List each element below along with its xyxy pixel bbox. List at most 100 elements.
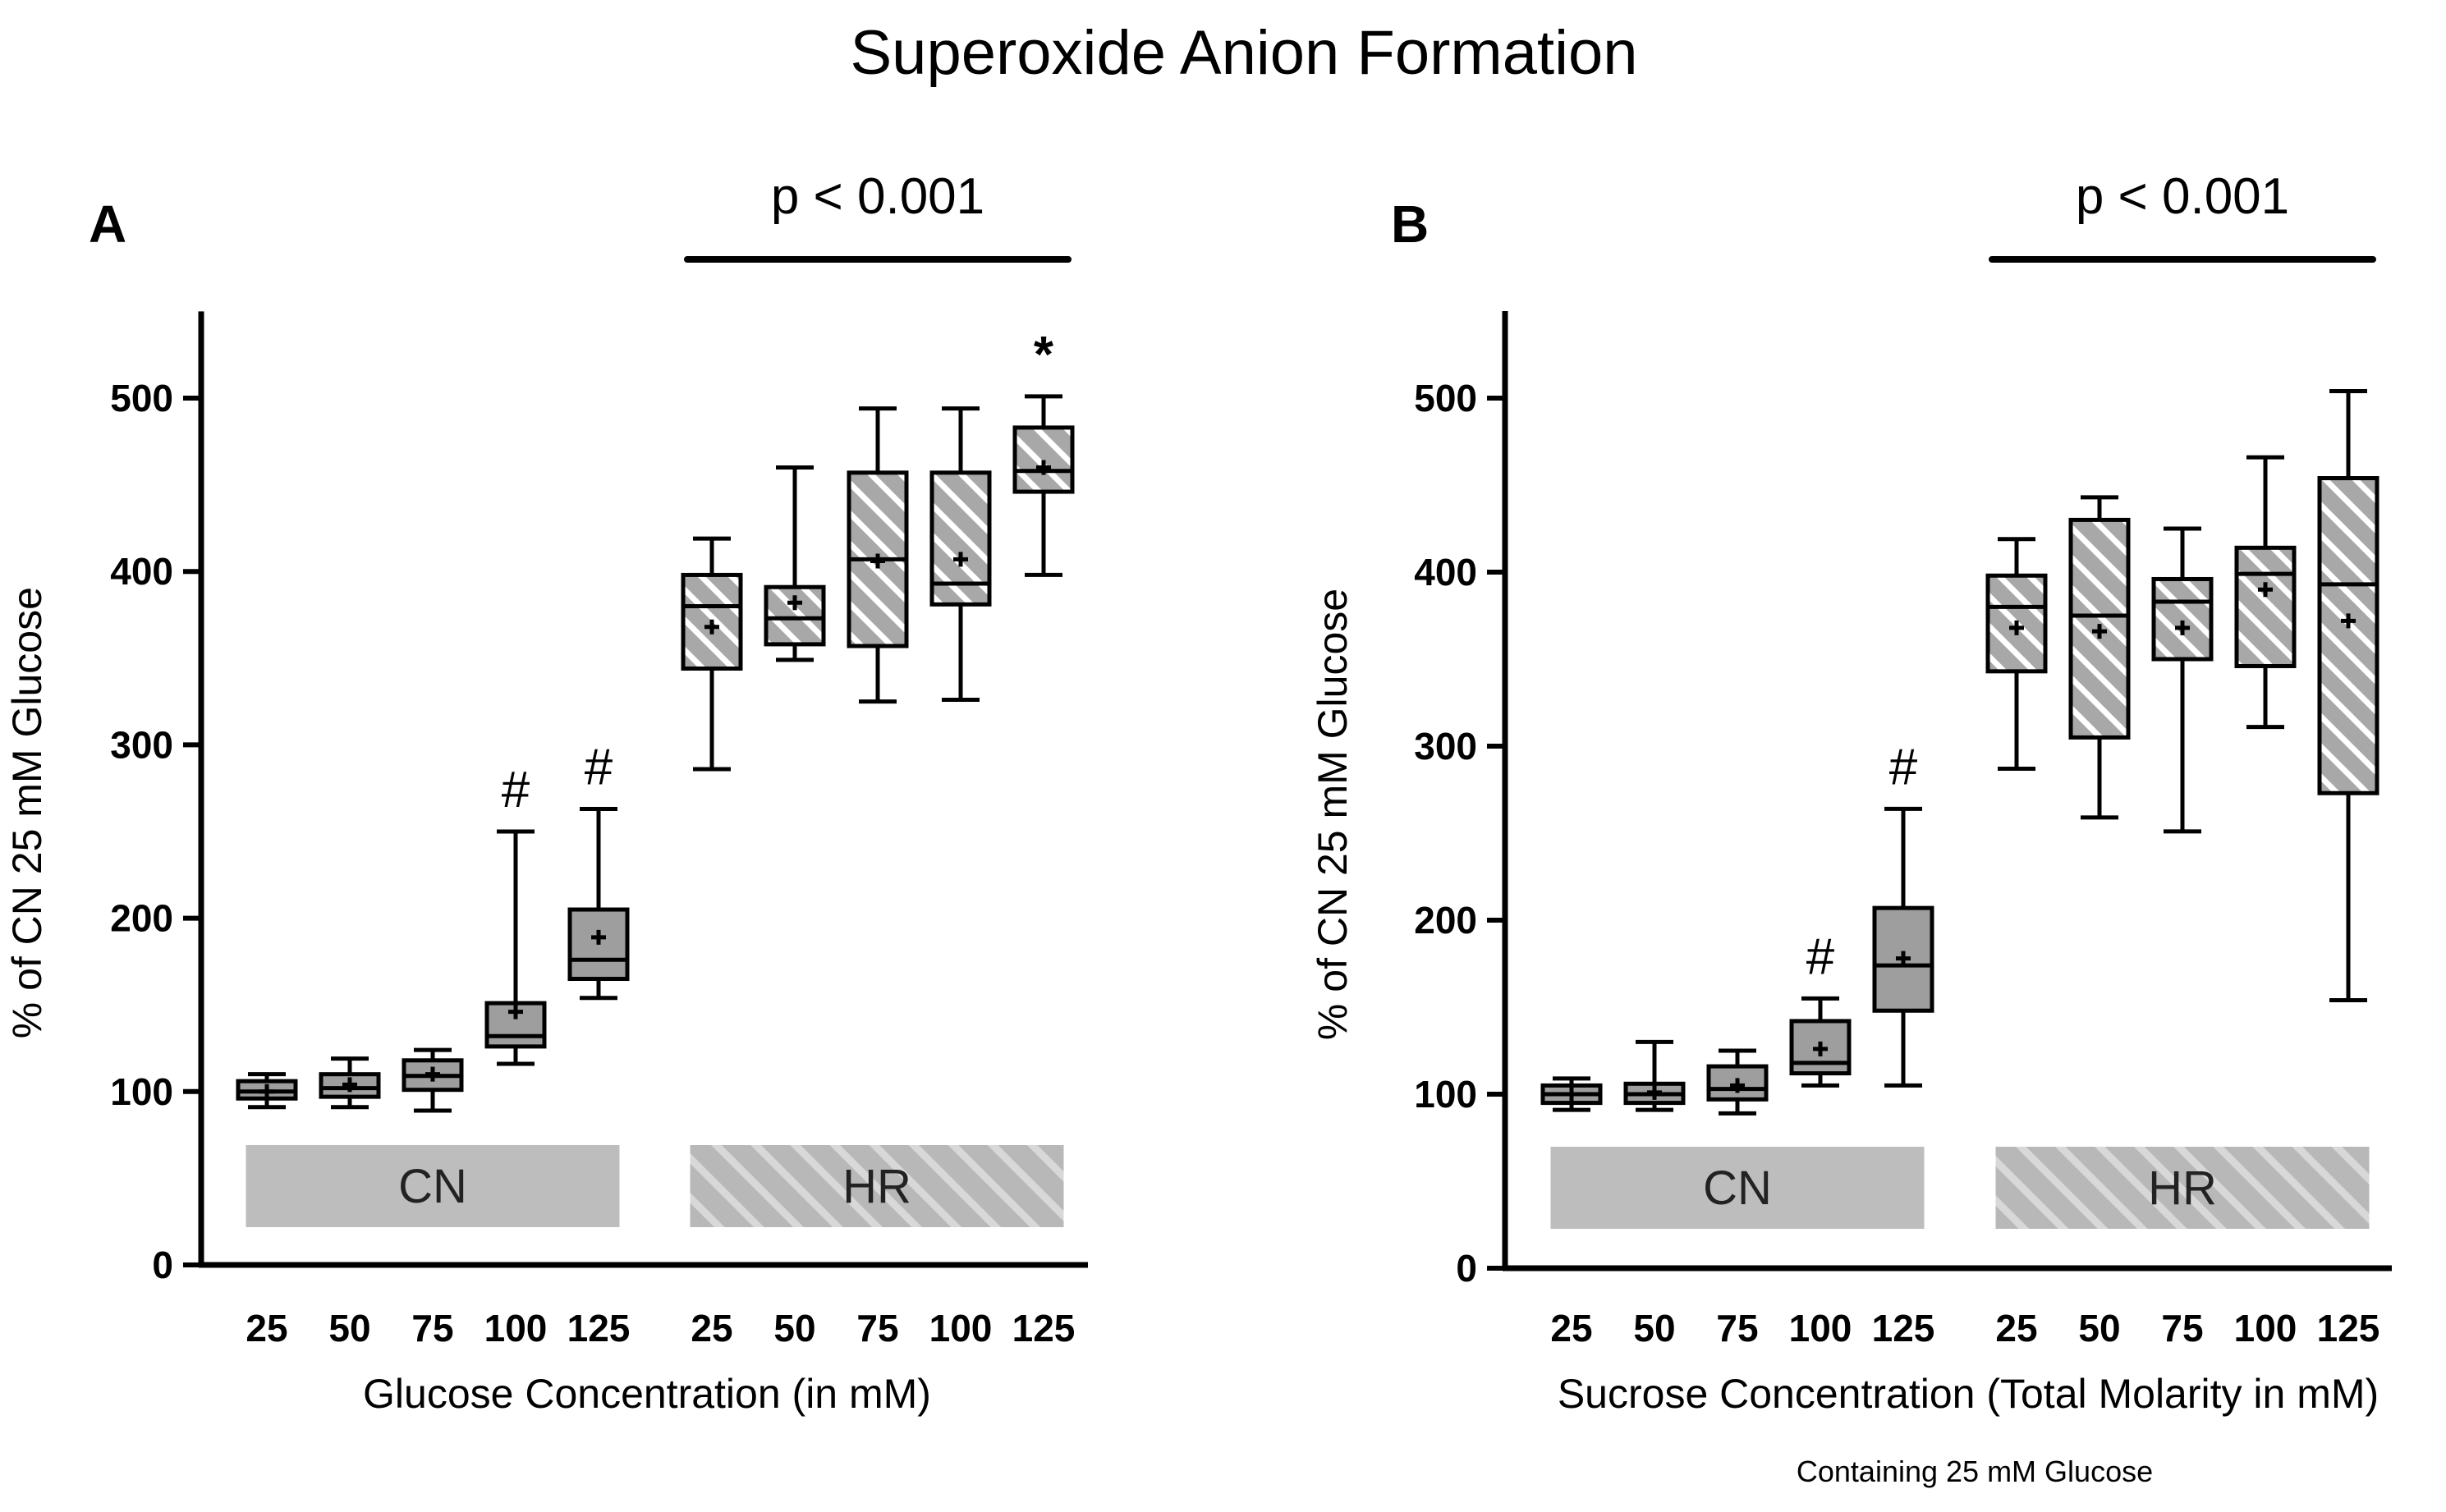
y-tick-label: 500	[110, 377, 173, 419]
box-hr-25	[681, 536, 743, 772]
mean-marker	[870, 553, 885, 569]
mean-marker	[787, 595, 802, 611]
x-tick-label: 125	[2317, 1307, 2380, 1349]
x-tick-label: 100	[1789, 1307, 1852, 1349]
group-band-cn	[246, 1145, 620, 1227]
mean-marker	[1896, 951, 1911, 966]
mean-marker	[508, 1004, 523, 1019]
x-tick-label: 125	[1872, 1307, 1935, 1349]
box-hr-100	[929, 406, 992, 702]
group-label: CN	[1703, 1161, 1772, 1215]
x-tick-label: 50	[328, 1307, 370, 1349]
x-tick-label: 75	[2161, 1307, 2203, 1349]
x-tick-label: 50	[2078, 1307, 2120, 1349]
box-cn-100: #	[1789, 928, 1852, 1088]
x-tick-label: 25	[1550, 1307, 1592, 1349]
y-tick-label: 0	[152, 1244, 173, 1286]
mean-marker	[2341, 613, 2356, 629]
p-value-label: p < 0.001	[2076, 168, 2289, 225]
box-hr-75	[2151, 526, 2214, 834]
mean-marker	[259, 1084, 274, 1099]
box-hr-100	[2234, 455, 2297, 730]
significance-marker: #	[1806, 928, 1835, 985]
box-cn-100: #	[484, 762, 547, 1066]
y-tick-label: 400	[110, 550, 173, 593]
significance-marker: #	[585, 740, 613, 796]
box-hr-25	[1985, 537, 2048, 772]
group-label: HR	[842, 1160, 911, 1213]
mean-marker	[2175, 620, 2190, 635]
y-tick-label: 400	[1414, 551, 1477, 593]
box-hr-50	[764, 465, 826, 662]
y-tick-label: 100	[1414, 1073, 1477, 1116]
y-tick-label: 200	[1414, 899, 1477, 942]
x-tick-label: 75	[1716, 1307, 1758, 1349]
panel-b: B 0 100 200 300 400 500 % of CN 25 mM Glucose CN…	[1310, 168, 2392, 1417]
mean-marker	[1647, 1084, 1662, 1100]
mean-marker	[704, 619, 719, 635]
box-cn-50	[319, 1056, 381, 1110]
group-band-hr	[1995, 1147, 2370, 1229]
x-tick-label: 25	[246, 1307, 287, 1349]
mean-marker	[953, 552, 968, 567]
x-axis-label: Glucose Concentration (in mM)	[363, 1371, 931, 1417]
panel-letter: A	[89, 195, 126, 254]
significance-marker: #	[1889, 739, 1918, 795]
x-tick-label: 100	[929, 1307, 993, 1349]
mean-marker	[1730, 1078, 1745, 1093]
footnote-containing-glucose: Containing 25 mM Glucose	[1797, 1455, 2153, 1488]
x-tick-label: 25	[1995, 1307, 2037, 1349]
y-tick-label: 0	[1456, 1247, 1477, 1290]
x-tick-label: 125	[567, 1307, 631, 1349]
mean-marker	[2258, 582, 2273, 598]
x-tick-label: 75	[856, 1307, 898, 1349]
y-tick-label: 100	[110, 1070, 173, 1113]
mean-marker	[2092, 624, 2107, 639]
y-axis-label: % of CN 25 mM Glucose	[4, 587, 50, 1038]
x-tick-label: 75	[411, 1307, 453, 1349]
mean-marker	[342, 1077, 357, 1093]
x-tick-label: 25	[691, 1307, 732, 1349]
box-cn-75	[402, 1047, 464, 1113]
box-cn-25	[1540, 1076, 1603, 1112]
box-iqr	[2151, 576, 2214, 662]
p-value-label: p < 0.001	[771, 168, 984, 225]
group-label: HR	[2148, 1161, 2217, 1215]
y-tick-label: 500	[1414, 377, 1477, 419]
mean-marker	[425, 1066, 440, 1082]
x-tick-label: 125	[1012, 1307, 1076, 1349]
y-axis-label: % of CN 25 mM Glucose	[1310, 589, 1356, 1040]
group-band-hr	[690, 1145, 1064, 1227]
panel-a: A 0 100 200 300 400 500 % of CN 25 mM Glucose CN…	[4, 168, 1088, 1417]
panel-letter: B	[1391, 195, 1429, 254]
significance-marker: #	[502, 762, 530, 818]
box-hr-75	[847, 406, 909, 704]
box-hr-125: *	[1012, 327, 1075, 577]
figure-title: Superoxide Anion Formation	[850, 18, 1637, 88]
x-axis-label: Sucrose Concentration (Total Molarity in…	[1558, 1371, 2379, 1417]
box-cn-50	[1623, 1039, 1686, 1112]
box-hr-50	[2068, 495, 2131, 820]
x-tick-label: 50	[1633, 1307, 1675, 1349]
mean-marker	[2009, 620, 2024, 635]
box-iqr	[2234, 545, 2297, 668]
box-cn-125: #	[567, 740, 630, 1001]
y-tick-label: 300	[110, 723, 173, 766]
mean-marker	[591, 929, 606, 945]
box-hr-125	[2317, 389, 2379, 1003]
box-cn-125: #	[1872, 739, 1934, 1088]
y-tick-label: 200	[110, 897, 173, 940]
y-tick-label: 300	[1414, 725, 1477, 767]
mean-marker	[1036, 460, 1051, 475]
group-label: CN	[398, 1160, 467, 1213]
box-cn-75	[1706, 1048, 1769, 1116]
x-tick-label: 100	[2234, 1307, 2297, 1349]
significance-marker: *	[1034, 327, 1054, 383]
box-iqr	[681, 572, 743, 671]
box-cn-25	[236, 1072, 298, 1110]
group-band-cn	[1550, 1147, 1925, 1229]
box-iqr	[2317, 476, 2379, 795]
mean-marker	[1564, 1087, 1579, 1102]
mean-marker	[1813, 1041, 1828, 1056]
